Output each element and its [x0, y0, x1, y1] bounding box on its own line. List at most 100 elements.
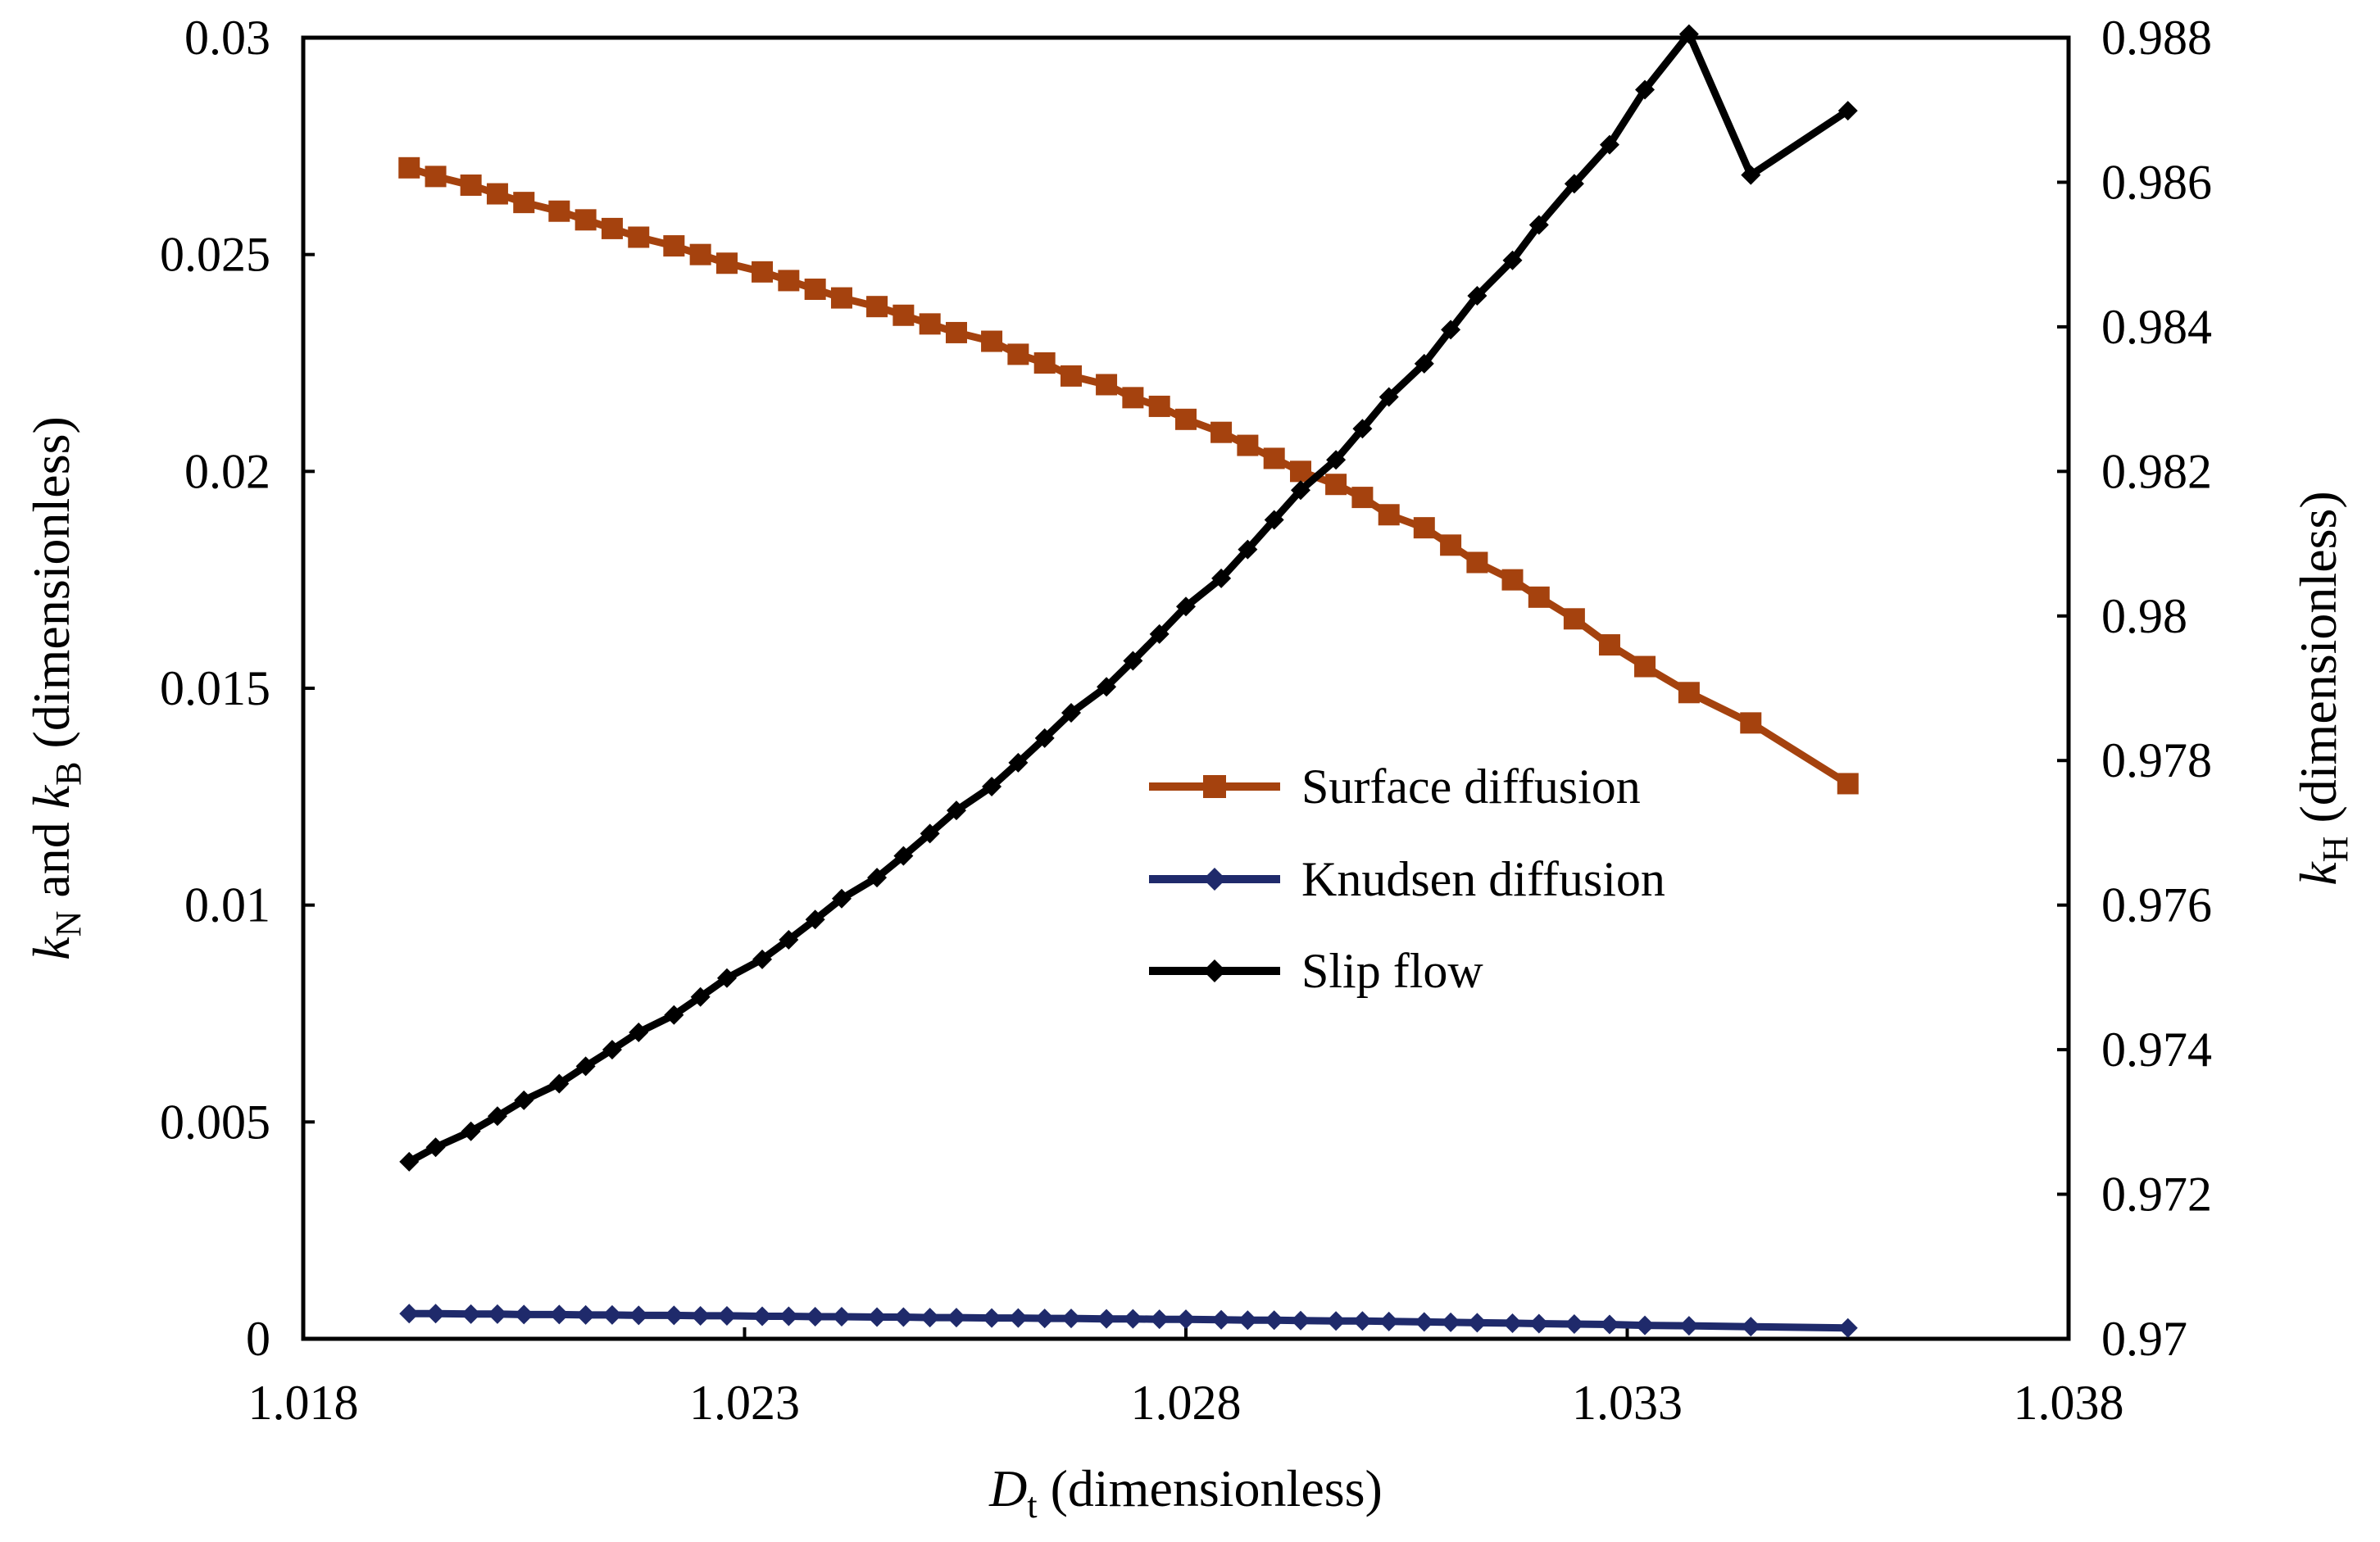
data-point-surface-diffusion [715, 252, 738, 274]
data-point-slip-flow [1414, 353, 1434, 374]
plot-frame [301, 35, 2071, 1341]
data-point-surface-diffusion [398, 156, 420, 179]
data-point-surface-diffusion [1210, 421, 1233, 443]
data-point-slip-flow [1741, 165, 1761, 185]
data-point-knudsen-diffusion [1741, 1317, 1761, 1337]
y-right-axis-title: kH (dimensionless) [2289, 491, 2355, 885]
legend-swatch-surface-marker [1203, 775, 1226, 798]
data-point-surface-diffusion [1096, 374, 1118, 396]
data-point-surface-diffusion [1351, 487, 1374, 509]
data-point-slip-flow [602, 1040, 622, 1060]
data-point-slip-flow [1599, 134, 1619, 155]
data-point-surface-diffusion [778, 270, 800, 292]
data-point-knudsen-diffusion [1264, 1310, 1284, 1331]
data-point-knudsen-diffusion [425, 1304, 446, 1324]
y-left-tick-label: 0.025 [160, 228, 270, 282]
data-point-knudsen-diffusion [1238, 1310, 1258, 1331]
data-point-knudsen-diffusion [920, 1308, 940, 1328]
data-point-knudsen-diffusion [1326, 1311, 1347, 1331]
data-point-surface-diffusion [486, 183, 508, 205]
data-point-slip-flow [867, 868, 888, 888]
y-right-title-rest: (dimensionless) [2289, 491, 2347, 836]
data-point-surface-diffusion [1598, 634, 1620, 656]
data-point-slip-flow [1564, 174, 1584, 194]
data-point-surface-diffusion [1528, 586, 1550, 608]
data-point-surface-diffusion [1175, 408, 1197, 430]
data-point-surface-diffusion [548, 200, 570, 222]
legend-item-surface-diffusion: Surface diffusion [1149, 760, 1641, 814]
data-point-surface-diffusion [1007, 343, 1029, 365]
y-right-tick-label: 0.976 [2101, 878, 2212, 932]
data-point-knudsen-diffusion [831, 1307, 852, 1327]
data-point-knudsen-diffusion [1097, 1308, 1117, 1329]
y-right-tick-label: 0.978 [2101, 733, 2212, 787]
y-right-title-var: k [2289, 861, 2347, 886]
data-point-slip-flow [575, 1056, 596, 1077]
data-point-knudsen-diffusion [805, 1307, 825, 1327]
data-point-surface-diffusion [1148, 395, 1170, 417]
data-point-slip-flow [893, 846, 914, 866]
y-left-tick-label: 0.01 [184, 878, 270, 932]
data-point-knudsen-diffusion [461, 1304, 481, 1324]
data-point-slip-flow [1176, 596, 1196, 617]
legend-item-knudsen-diffusion: Knudsen diffusion [1149, 852, 1665, 906]
data-point-knudsen-diffusion [1678, 1316, 1699, 1336]
data-point-slip-flow [461, 1121, 481, 1141]
x-tick-label: 1.023 [689, 1376, 800, 1430]
series-slip-flow [399, 24, 1858, 1172]
y-left-title-sub2: B [48, 761, 89, 785]
y-left-title-mid: and [22, 809, 80, 910]
data-point-slip-flow [1502, 250, 1523, 270]
data-point-surface-diffusion [945, 321, 967, 343]
data-point-knudsen-diffusion [1176, 1309, 1196, 1330]
data-point-knudsen-diffusion [1123, 1308, 1143, 1329]
data-point-knudsen-diffusion [664, 1305, 684, 1326]
y-left-tick-label: 0.02 [184, 444, 270, 498]
data-point-surface-diffusion [460, 174, 482, 196]
y-left-axis-title: kN and kB (dimensionless) [22, 416, 89, 960]
data-point-knudsen-diffusion [1211, 1309, 1232, 1330]
data-point-surface-diffusion [1501, 569, 1524, 591]
data-point-surface-diffusion [804, 279, 826, 301]
data-point-knudsen-diffusion [1008, 1308, 1029, 1328]
data-point-slip-flow [1441, 320, 1461, 340]
x-axis-title-var: D [988, 1459, 1027, 1517]
legend-swatch-knudsen-marker [1203, 868, 1226, 891]
data-point-slip-flow [752, 949, 773, 969]
x-tick-label: 1.038 [2014, 1376, 2124, 1430]
data-point-slip-flow [487, 1106, 507, 1127]
data-point-surface-diffusion [628, 226, 650, 248]
data-point-knudsen-diffusion [1034, 1308, 1055, 1329]
data-point-knudsen-diffusion [629, 1305, 649, 1326]
legend: Surface diffusion Knudsen diffusion Slip… [1149, 760, 1665, 998]
data-point-knudsen-diffusion [1441, 1312, 1461, 1332]
x-tick-label: 1.018 [248, 1376, 359, 1430]
data-point-knudsen-diffusion [1149, 1309, 1170, 1330]
data-point-surface-diffusion [689, 243, 711, 265]
y-right-tick-label: 0.97 [2101, 1312, 2187, 1366]
data-point-knudsen-diffusion [1352, 1311, 1373, 1331]
y-left-title-rest: (dimensionless) [22, 416, 80, 761]
legend-label-surface-diffusion: Surface diffusion [1301, 760, 1641, 814]
data-point-slip-flow [1211, 568, 1232, 588]
data-point-knudsen-diffusion [487, 1304, 507, 1324]
data-point-surface-diffusion [1413, 517, 1435, 539]
x-axis-ticks: 1.018 1.023 1.028 1.033 1.038 [248, 1327, 2124, 1430]
y-right-tick-label: 0.984 [2101, 300, 2212, 354]
data-point-slip-flow [425, 1137, 446, 1158]
series-line-knudsen-diffusion [409, 1309, 1848, 1332]
data-point-surface-diffusion [1466, 551, 1488, 574]
data-point-knudsen-diffusion [690, 1305, 711, 1326]
data-point-slip-flow [1264, 510, 1284, 530]
series-knudsen-diffusion [399, 1304, 1858, 1338]
data-point-slip-flow [549, 1073, 570, 1094]
data-point-surface-diffusion [1060, 365, 1082, 387]
data-point-slip-flow [1352, 419, 1373, 439]
data-point-surface-diffusion [830, 287, 852, 309]
legend-label-knudsen-diffusion: Knudsen diffusion [1301, 852, 1665, 906]
data-point-surface-diffusion [1325, 474, 1347, 496]
data-point-slip-flow [920, 823, 940, 844]
y-left-tick-label: 0.03 [184, 11, 270, 65]
